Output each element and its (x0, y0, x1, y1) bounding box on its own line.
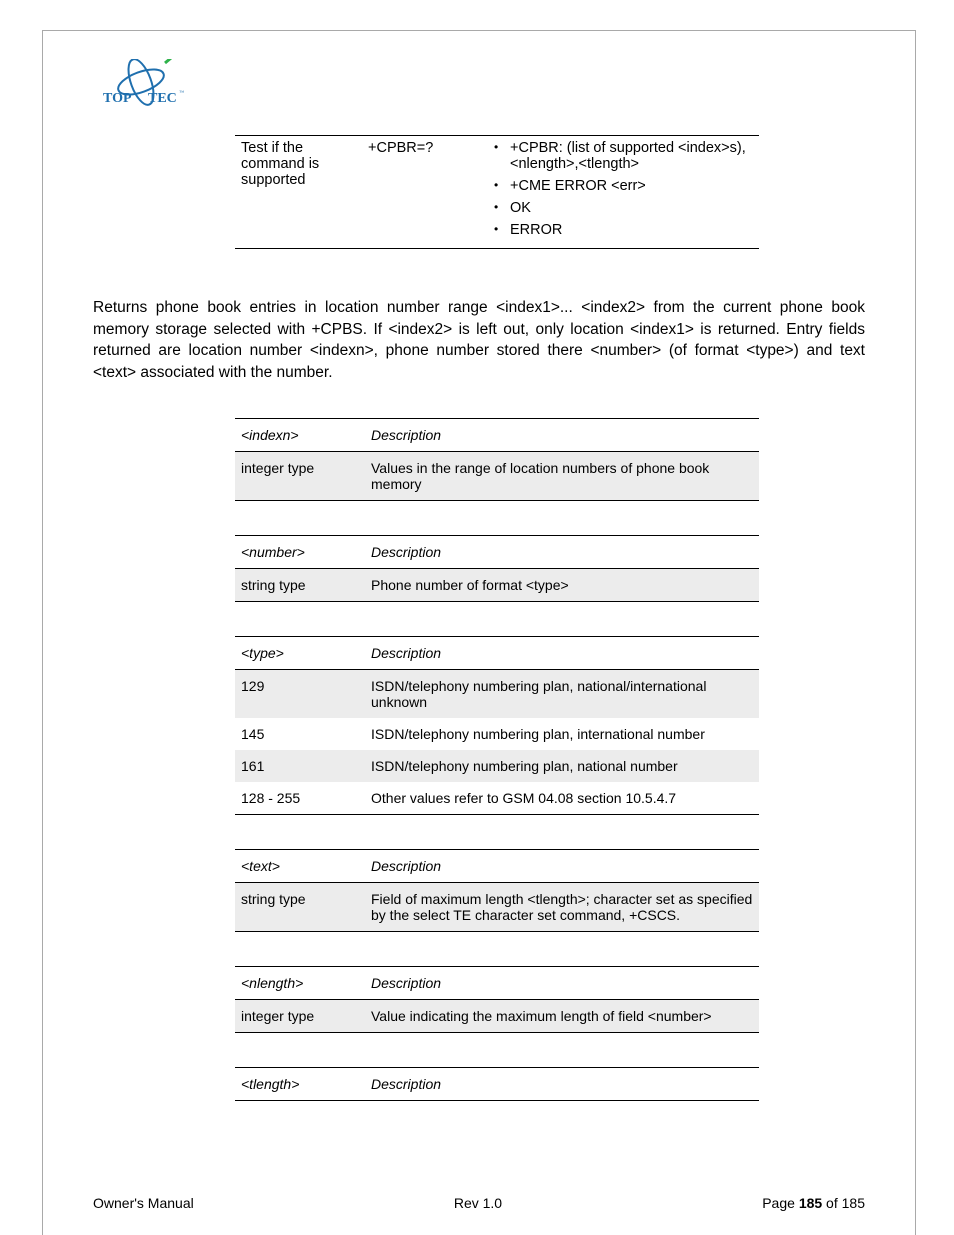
param-table-header: <number>Description (235, 535, 759, 568)
footer-page-current: 185 (799, 1195, 822, 1211)
footer-left: Owner's Manual (93, 1195, 194, 1211)
command-label: Test if the command is supported (235, 136, 362, 249)
toptec-logo: TOP TEC ™ (93, 59, 189, 109)
param-description: Phone number of format <type> (365, 568, 759, 601)
param-description: Values in the range of location numbers … (365, 451, 759, 500)
param-table: <indexn>Descriptioninteger typeValues in… (235, 418, 759, 501)
param-name: <indexn> (235, 418, 365, 451)
param-table: <number>Descriptionstring typePhone numb… (235, 535, 759, 602)
command-table-row: Test if the command is supported +CPBR=?… (235, 136, 759, 249)
param-value: string type (235, 568, 365, 601)
param-description: ISDN/telephony numbering plan, national/… (365, 669, 759, 718)
svg-text:TOP: TOP (103, 91, 132, 106)
param-description: Value indicating the maximum length of f… (365, 999, 759, 1032)
param-desc-header: Description (365, 535, 759, 568)
param-desc-header: Description (365, 418, 759, 451)
param-table-row: 145ISDN/telephony numbering plan, intern… (235, 718, 759, 750)
param-value: 161 (235, 750, 365, 782)
param-table: <nlength>Descriptioninteger typeValue in… (235, 966, 759, 1033)
param-value: integer type (235, 451, 365, 500)
footer-right: Page 185 of 185 (762, 1195, 865, 1211)
toptec-logo-svg: TOP TEC ™ (93, 59, 189, 109)
param-name: <tlength> (235, 1067, 365, 1100)
param-desc-header: Description (365, 966, 759, 999)
param-name: <text> (235, 849, 365, 882)
param-table-header: <nlength>Description (235, 966, 759, 999)
page-footer: Owner's Manual Rev 1.0 Page 185 of 185 (93, 1195, 865, 1211)
response-item: ERROR (492, 222, 753, 238)
param-table-row: string typeField of maximum length <tlen… (235, 882, 759, 931)
param-table-row: string typePhone number of format <type> (235, 568, 759, 601)
page: TOP TEC ™ Test if the command is support… (0, 0, 954, 1235)
svg-text:TEC: TEC (148, 91, 177, 106)
param-table-row: 129ISDN/telephony numbering plan, nation… (235, 669, 759, 718)
param-description: ISDN/telephony numbering plan, national … (365, 750, 759, 782)
param-value: string type (235, 882, 365, 931)
param-table-row: integer typeValue indicating the maximum… (235, 999, 759, 1032)
param-table-header: <text>Description (235, 849, 759, 882)
param-table: <tlength>Description (235, 1067, 759, 1101)
param-desc-header: Description (365, 636, 759, 669)
page-frame: TOP TEC ™ Test if the command is support… (42, 30, 916, 1235)
description-paragraph: Returns phone book entries in location n… (93, 297, 865, 384)
response-list: +CPBR: (list of supported <index>s),<nle… (492, 140, 753, 238)
param-table-header: <tlength>Description (235, 1067, 759, 1100)
param-name: <number> (235, 535, 365, 568)
param-value: 129 (235, 669, 365, 718)
response-item: OK (492, 200, 753, 216)
response-item: +CPBR: (list of supported <index>s),<nle… (492, 140, 753, 172)
param-table-header: <type>Description (235, 636, 759, 669)
svg-text:™: ™ (179, 90, 184, 96)
param-description: ISDN/telephony numbering plan, internati… (365, 718, 759, 750)
footer-right-prefix: Page (762, 1195, 799, 1211)
param-name: <nlength> (235, 966, 365, 999)
parameter-tables-block: <indexn>Descriptioninteger typeValues in… (235, 418, 759, 1101)
param-table: <text>Descriptionstring typeField of max… (235, 849, 759, 932)
param-table-row: 128 - 255Other values refer to GSM 04.08… (235, 782, 759, 815)
param-description: Field of maximum length <tlength>; chara… (365, 882, 759, 931)
response-item: +CME ERROR <err> (492, 178, 753, 194)
footer-right-suffix: of 185 (822, 1195, 865, 1211)
param-table-row: 161ISDN/telephony numbering plan, nation… (235, 750, 759, 782)
param-table-row: integer typeValues in the range of locat… (235, 451, 759, 500)
param-desc-header: Description (365, 849, 759, 882)
footer-center: Rev 1.0 (454, 1195, 502, 1211)
param-table: <type>Description129ISDN/telephony numbe… (235, 636, 759, 815)
command-syntax: +CPBR=? (362, 136, 486, 249)
command-table: Test if the command is supported +CPBR=?… (235, 135, 759, 249)
param-desc-header: Description (365, 1067, 759, 1100)
param-description: Other values refer to GSM 04.08 section … (365, 782, 759, 815)
param-name: <type> (235, 636, 365, 669)
command-responses: +CPBR: (list of supported <index>s),<nle… (486, 136, 759, 249)
param-value: 128 - 255 (235, 782, 365, 815)
param-value: integer type (235, 999, 365, 1032)
param-value: 145 (235, 718, 365, 750)
param-table-header: <indexn>Description (235, 418, 759, 451)
